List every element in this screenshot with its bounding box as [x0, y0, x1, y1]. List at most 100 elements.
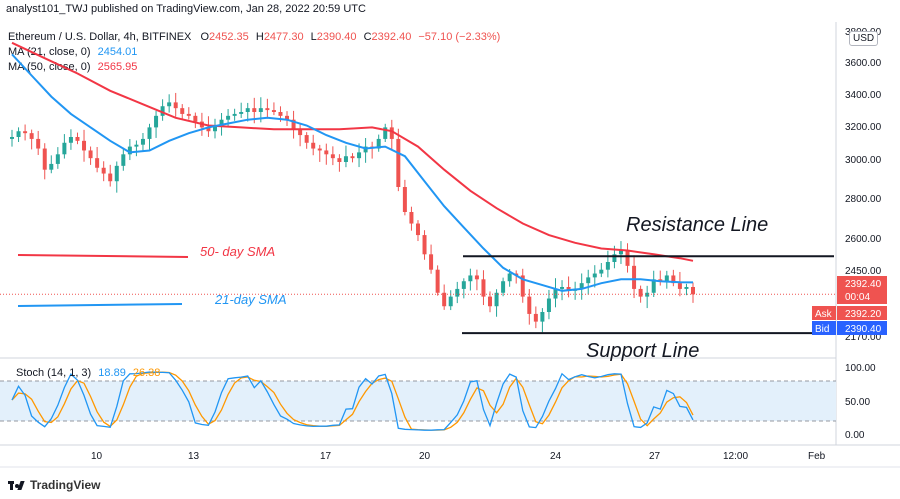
candle-body — [49, 163, 54, 170]
price-tick: 2170.00 — [845, 332, 882, 343]
candle-body — [121, 154, 126, 166]
candle-body — [68, 137, 73, 143]
candle-body — [664, 275, 669, 282]
candle-body — [101, 167, 106, 174]
time-tick: Feb — [808, 451, 826, 462]
candle-body — [258, 108, 263, 112]
price-tick: 3600.00 — [845, 58, 882, 69]
candle-body — [298, 129, 303, 136]
candle-body — [645, 292, 650, 297]
candle-body — [239, 112, 244, 114]
candle-body — [88, 150, 93, 159]
candle-body — [23, 131, 28, 134]
sma21-annotation-line — [17, 303, 183, 307]
candle-body — [409, 212, 414, 224]
stoch-legend: Stoch (14, 1, 3) 18.89 26.38 — [16, 367, 160, 379]
candle-body — [114, 165, 119, 182]
candle-body — [586, 277, 591, 284]
high-value: 2477.30 — [263, 31, 304, 43]
candle-body — [422, 235, 427, 255]
candle-body — [29, 133, 34, 139]
currency-badge[interactable]: USD — [849, 31, 879, 46]
price-tick: 3200.00 — [845, 122, 882, 133]
candle-body — [579, 283, 584, 289]
candle-body — [415, 223, 420, 236]
candle-body — [429, 254, 434, 270]
bid-value: 2390.40 — [845, 324, 882, 335]
candle-body — [95, 158, 100, 168]
time-tick: 10 — [91, 451, 103, 462]
candle-body — [55, 154, 60, 164]
time-tick: 12:00 — [723, 451, 748, 462]
candle-body — [638, 288, 643, 297]
candle-body — [252, 108, 257, 112]
stoch-k-value: 18.89 — [98, 367, 126, 379]
candle-body — [691, 287, 695, 295]
candle-body — [376, 138, 381, 149]
candle-body — [36, 138, 41, 149]
change-value: −57.10 (−2.33%) — [418, 31, 501, 43]
candle-body — [402, 187, 407, 212]
ask-value: 2392.20 — [845, 309, 882, 320]
candle-body — [507, 273, 512, 282]
candle-body — [671, 275, 676, 284]
candle-body — [684, 287, 689, 289]
ma21-label: MA (21, close, 0) — [8, 46, 91, 58]
candle-body — [193, 115, 198, 122]
candle-body — [383, 127, 388, 139]
candle-body — [311, 142, 316, 149]
candle-body — [566, 287, 571, 291]
candle-body — [592, 273, 597, 278]
candle-body — [527, 296, 532, 314]
price-tick: 2600.00 — [845, 234, 882, 245]
sma50-annotation-label: 50- day SMA — [200, 244, 275, 259]
symbol-label: Ethereum / U.S. Dollar, 4h, BITFINEX — [8, 31, 192, 43]
candle-body — [501, 281, 506, 293]
ma50-value: 2565.95 — [97, 61, 138, 73]
candle-body — [488, 296, 493, 307]
candle-body — [278, 112, 283, 116]
candle-body — [337, 158, 342, 162]
candle-body — [212, 125, 217, 132]
price-tick: 3400.00 — [845, 90, 882, 101]
candle-body — [396, 138, 401, 187]
countdown-value: 00:04 — [845, 292, 870, 303]
candle-body — [481, 279, 486, 297]
open-value: 2452.35 — [209, 31, 249, 43]
ohlc-legend: Ethereum / U.S. Dollar, 4h, BITFINEX O24… — [8, 31, 500, 43]
stoch-tick: 50.00 — [845, 397, 870, 408]
candle-body — [435, 269, 440, 293]
candle-body — [546, 298, 551, 312]
candle-body — [147, 127, 152, 139]
candle-body — [677, 283, 682, 289]
stoch-k-line — [11, 371, 694, 431]
candle-body — [16, 131, 21, 137]
time-tick: 20 — [419, 451, 431, 462]
candle-body — [265, 108, 270, 111]
candle-body — [219, 119, 224, 126]
candle-body — [474, 275, 479, 280]
tradingview-logo[interactable]: TradingView — [8, 478, 100, 492]
price-tick: 2800.00 — [845, 194, 882, 205]
ask-badge — [812, 306, 836, 320]
candle-body — [304, 135, 309, 143]
sma50-annotation-line — [17, 254, 189, 258]
tradingview-icon — [8, 479, 25, 491]
candle-body — [173, 102, 178, 109]
candle-body — [127, 146, 132, 155]
stoch-band — [0, 381, 836, 421]
bid-price-tag — [837, 321, 887, 335]
candle-body — [317, 148, 322, 151]
low-value: 2390.40 — [316, 31, 357, 43]
candle-body — [605, 262, 610, 270]
close-value: 2392.40 — [371, 31, 412, 43]
candle-body — [108, 173, 113, 182]
candle-body — [154, 115, 159, 128]
candle-body — [167, 102, 172, 107]
time-tick: 13 — [188, 451, 200, 462]
candle-body — [618, 250, 623, 255]
close-label: C — [363, 31, 372, 43]
candle-body — [468, 275, 473, 282]
candle-body — [357, 152, 362, 159]
